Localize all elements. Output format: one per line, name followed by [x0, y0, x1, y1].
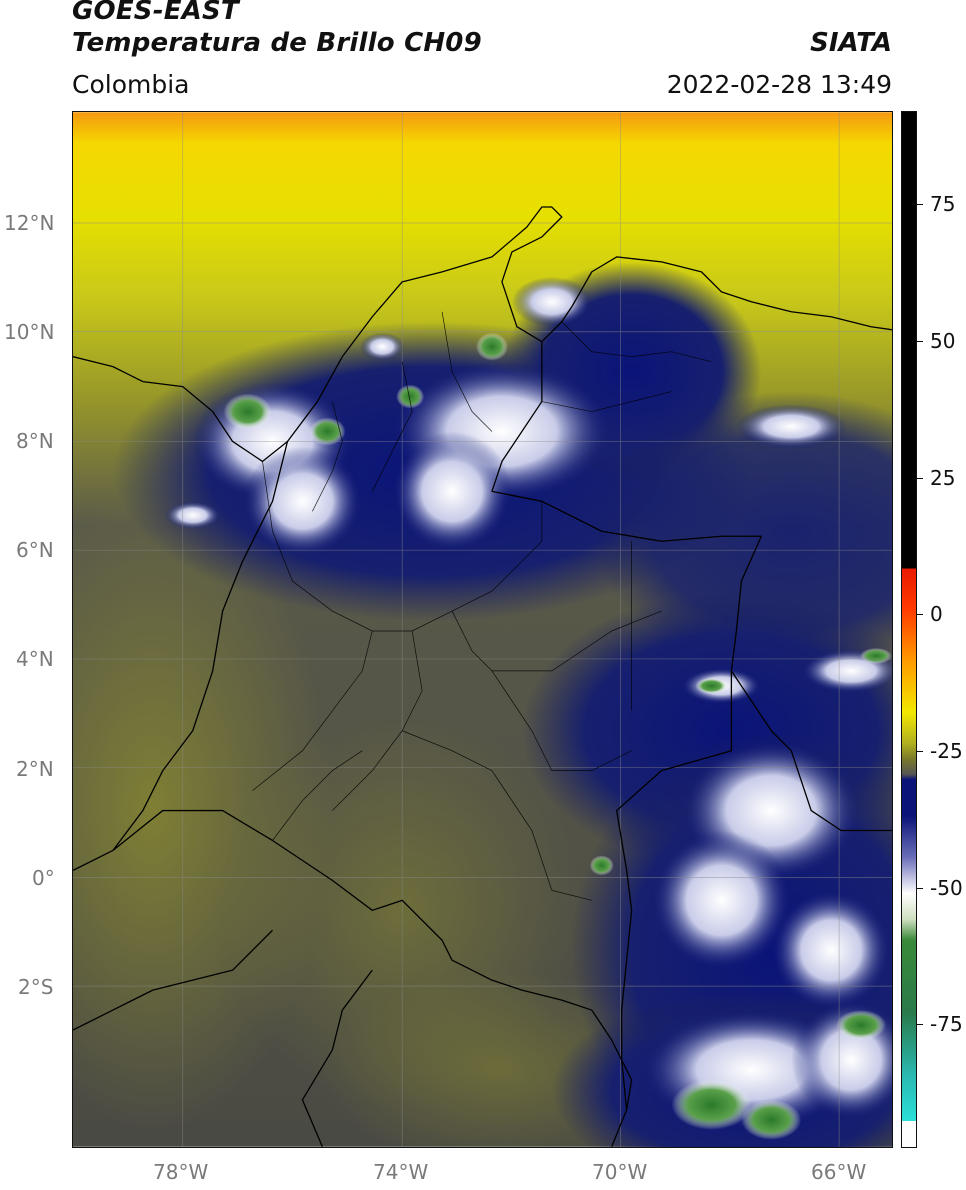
colorbar-label-25: 25	[930, 466, 956, 490]
lon-label-70w: 70°W	[592, 1160, 648, 1184]
lat-label-2n: 2°N	[16, 757, 54, 781]
satellite-map	[72, 111, 893, 1148]
temperature-colorbar	[901, 111, 917, 1148]
lat-label-10n: 10°N	[4, 320, 55, 344]
lat-label-0: 0°	[32, 866, 55, 890]
colorbar-label-0: 0	[930, 602, 943, 626]
colorbar-label-50: 50	[930, 329, 956, 353]
colorbar-tick	[917, 204, 923, 205]
colorbar-label-neg50: -50	[930, 876, 963, 900]
lat-label-12n: 12°N	[4, 211, 55, 235]
colorbar-tick	[917, 751, 923, 752]
colorbar-tick	[917, 1024, 923, 1025]
lat-label-8n: 8°N	[16, 429, 54, 453]
lat-label-6n: 6°N	[16, 538, 54, 562]
colorbar-tick	[917, 478, 923, 479]
lon-label-66w: 66°W	[811, 1160, 867, 1184]
lat-label-2s: 2°S	[18, 975, 54, 999]
title-line-1: GOES-EAST	[72, 0, 239, 26]
lon-label-78w: 78°W	[153, 1160, 209, 1184]
colorbar-label-neg25: -25	[930, 739, 963, 763]
timestamp: 2022-02-28 13:49	[666, 70, 892, 99]
region-subtitle: Colombia	[72, 70, 190, 99]
lat-label-4n: 4°N	[16, 647, 54, 671]
colorbar-tick	[917, 341, 923, 342]
colorbar-tick	[917, 888, 923, 889]
colorbar-label-75: 75	[930, 192, 956, 216]
lon-label-74w: 74°W	[373, 1160, 429, 1184]
colorbar-tick	[917, 614, 923, 615]
colorbar-label-neg75: -75	[930, 1012, 963, 1036]
title-line-2: Temperatura de Brillo CH09	[72, 28, 482, 58]
source-label: SIATA	[810, 28, 892, 58]
